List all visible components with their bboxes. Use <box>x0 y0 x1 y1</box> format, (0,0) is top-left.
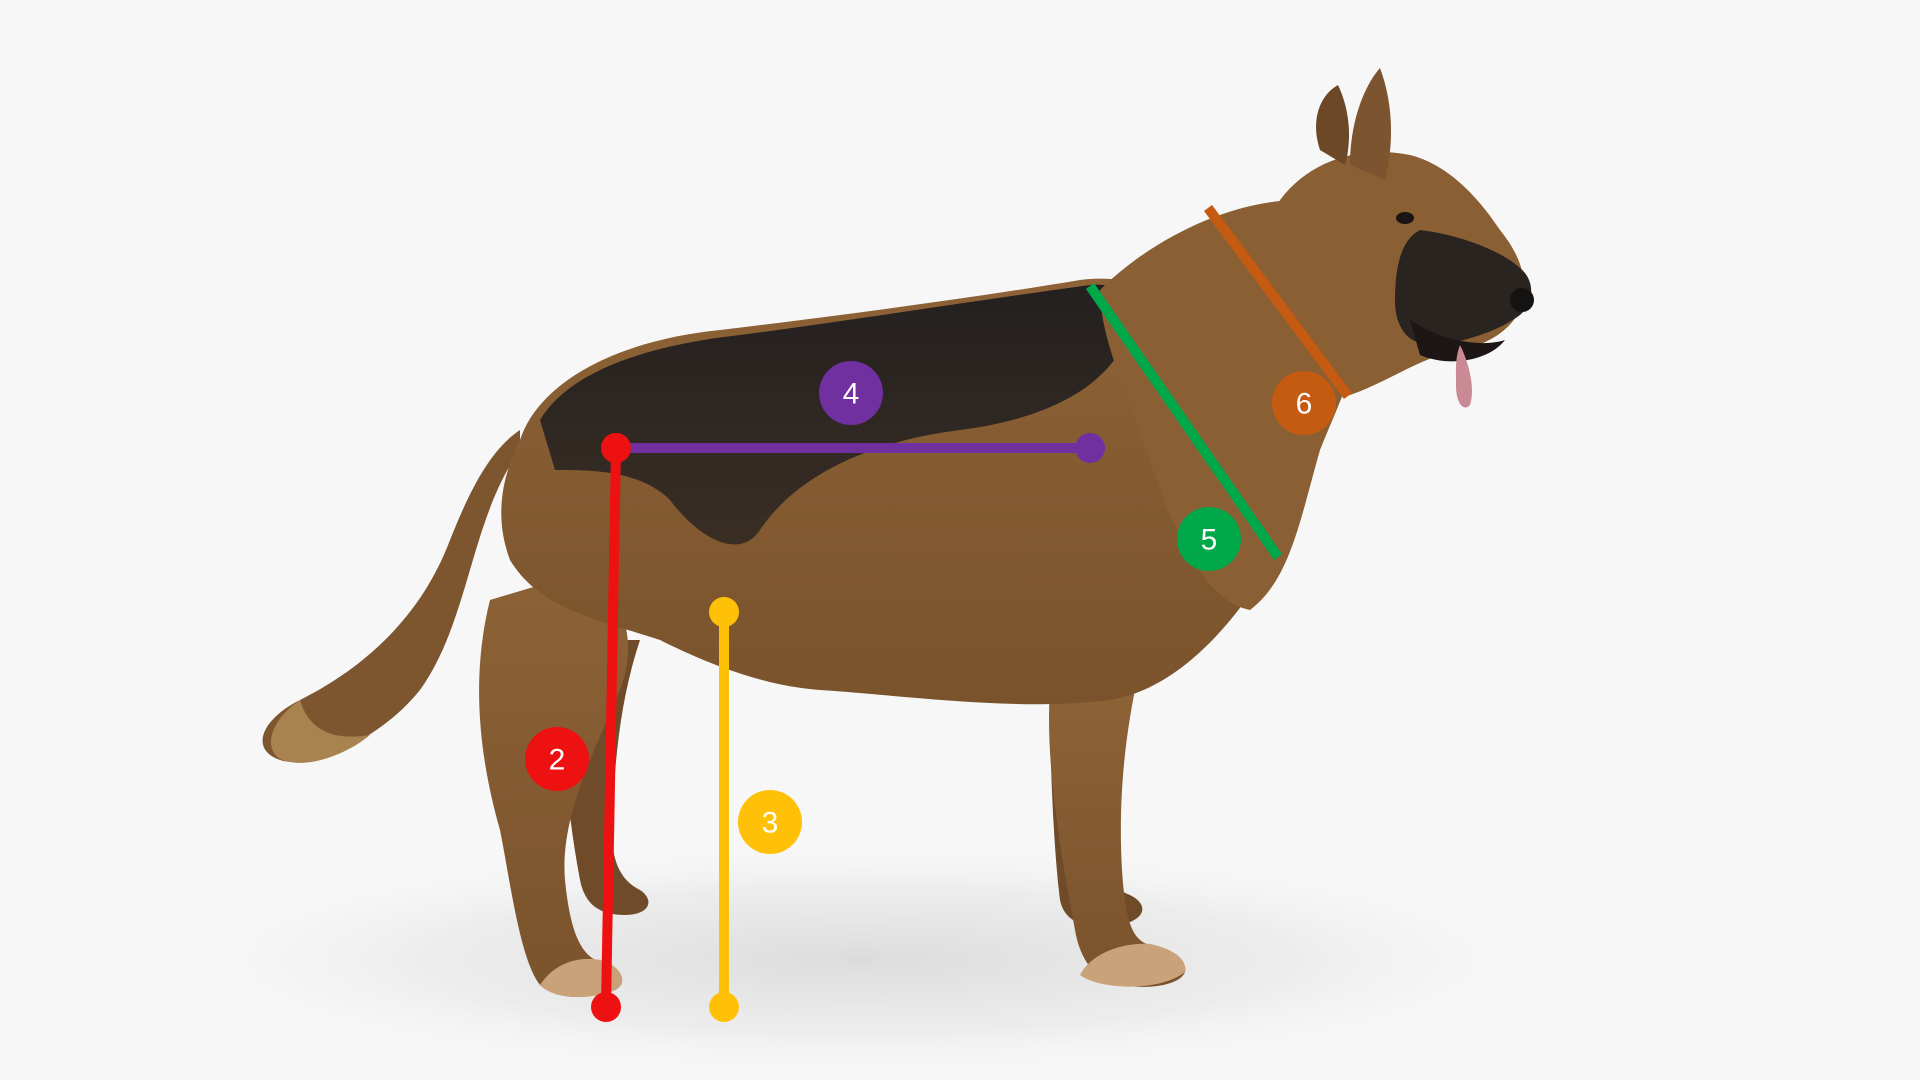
leg-back-junction-dot <box>601 433 631 463</box>
leg-length-line <box>601 443 621 1012</box>
measurement-4: 4 <box>601 361 1105 463</box>
dog-eye <box>1396 212 1414 224</box>
leg-length-label: 2 <box>549 744 566 777</box>
chest-girth-badge <box>1177 507 1241 571</box>
leg-length-badge <box>525 727 589 791</box>
floor-shadow <box>140 840 1580 1080</box>
chest-height-endpoint-bottom <box>709 992 739 1022</box>
dog-tongue <box>1455 345 1472 408</box>
measurement-5: 5 <box>1085 283 1283 571</box>
dog-illustration <box>262 68 1534 997</box>
dog-muzzle <box>1395 230 1532 346</box>
neck-girth-line <box>1203 205 1353 399</box>
back-length-badge <box>819 361 883 425</box>
neck-girth-label: 6 <box>1296 388 1313 421</box>
dog-front-leg-near <box>1049 690 1186 987</box>
chest-girth-line <box>1085 283 1283 560</box>
leg-length-endpoint-bottom <box>591 992 621 1022</box>
dog-ear-far <box>1316 85 1350 165</box>
measurement-3: 3 <box>709 597 802 1022</box>
measurement-6: 6 <box>1203 205 1353 435</box>
chest-girth-label: 5 <box>1201 524 1218 557</box>
chest-height-label: 3 <box>762 807 779 840</box>
dog-mouth <box>1410 320 1505 362</box>
chest-height-badge <box>738 790 802 854</box>
neck-girth-badge <box>1272 371 1336 435</box>
back-length-endpoint-right <box>1075 433 1105 463</box>
chest-height-endpoint-top <box>709 597 739 627</box>
back-length-label: 4 <box>843 378 860 411</box>
dog-ear-near <box>1350 68 1392 180</box>
dog-nose <box>1510 288 1534 312</box>
